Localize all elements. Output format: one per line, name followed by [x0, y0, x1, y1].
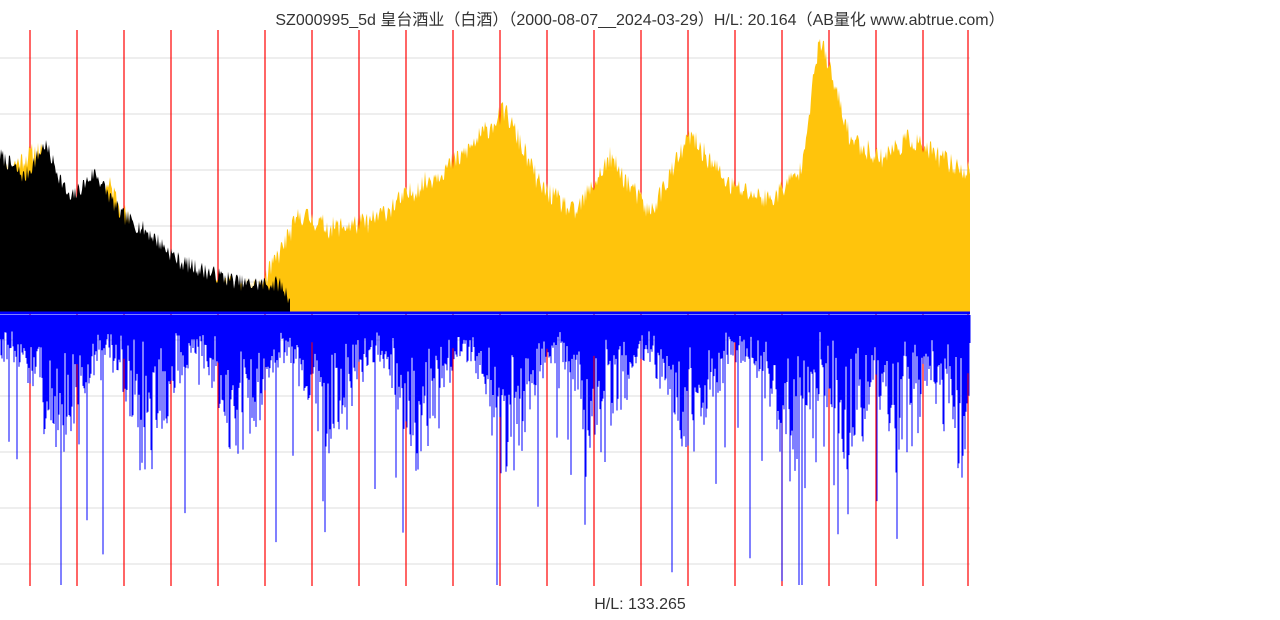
chart-title: SZ000995_5d 皇台酒业（白酒）（2000-08-07__2024-03…: [0, 6, 1280, 30]
chart-footer: H/L: 133.265: [0, 596, 1280, 614]
stock-chart: [0, 28, 1280, 588]
